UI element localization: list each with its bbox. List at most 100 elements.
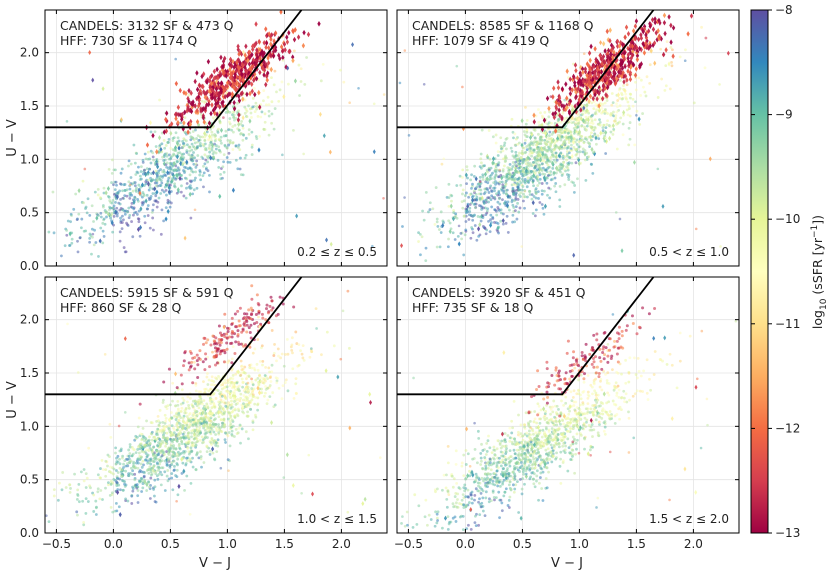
point-dot [547,186,551,190]
point-diamond [583,69,588,75]
point-dot [205,444,209,448]
point-dot [172,431,176,435]
point-dot [267,109,271,113]
point-dot [116,191,120,194]
point-dot [505,214,509,218]
point-dot [148,157,152,161]
point-diamond [183,235,187,241]
point-diamond [202,119,206,125]
point-dot [197,406,201,410]
point-dot [69,220,72,224]
point-dot [266,398,270,402]
point-diamond [246,79,251,86]
point-dot [123,209,127,213]
point-dot [166,479,170,483]
point-dot [546,163,550,167]
point-dot [587,135,591,139]
point-dot [179,410,183,413]
point-dot [183,421,187,425]
point-dot [154,472,158,476]
point-dot [126,210,129,214]
point-dot [136,501,140,504]
point-diamond [612,65,617,71]
point-diamond [239,51,244,57]
point-dot [122,218,125,222]
point-dot [505,173,509,177]
point-dot [122,466,125,469]
point-diamond [542,175,546,181]
point-dot [126,223,129,227]
point-diamond [282,94,286,100]
point-dot [546,158,550,162]
point-dot [479,188,483,192]
point-diamond [255,51,259,58]
point-dot [521,152,525,156]
point-diamond [575,75,580,81]
point-dot [223,438,227,442]
point-diamond [572,252,576,258]
point-dot [125,188,129,192]
point-dot [164,163,168,167]
point-diamond [631,62,636,68]
point-dot [150,179,153,183]
point-dot [542,212,546,216]
point-diamond [669,22,673,29]
point-diamond [197,90,201,97]
point-dot [136,494,140,498]
point-dot [136,197,140,201]
point-dot [536,132,540,136]
point-diamond [585,89,590,95]
point-dot [90,252,93,256]
point-dot [565,150,569,153]
point-diamond [264,40,269,46]
point-dot [217,118,221,121]
point-dot [291,367,295,371]
point-diamond [247,54,252,60]
point-diamond [617,43,622,49]
point-dot [401,225,404,228]
point-diamond [597,90,601,97]
point-dot [525,185,529,189]
point-dot [108,205,111,209]
point-dot [299,80,303,83]
point-diamond [583,151,587,157]
point-dot [539,142,543,146]
point-dot [170,461,174,464]
point-diamond [266,70,270,76]
point-dot [118,230,122,234]
point-diamond [255,58,259,64]
point-dot [484,206,487,210]
point-dot [478,180,482,183]
point-diamond [214,89,219,96]
point-dot [562,161,566,164]
point-dot [270,329,274,332]
point-dot [286,352,290,356]
point-diamond [656,28,660,34]
point-dot [609,113,612,116]
point-dot [202,420,206,424]
point-dot [494,174,498,177]
point-diamond [621,69,625,76]
point-dot [203,139,207,142]
point-dot [256,114,260,118]
point-dot [529,140,533,144]
point-dot [618,120,621,124]
point-dot [82,201,85,205]
point-dot [516,142,519,146]
point-dot [152,445,156,449]
point-dot [110,491,114,495]
point-dot [101,205,105,209]
point-dot [668,87,672,91]
point-dot [173,185,177,189]
point-dot [246,410,249,414]
point-diamond [211,446,215,452]
point-dot [142,463,145,467]
point-dot [262,89,266,92]
point-diamond [635,47,639,54]
point-dot [64,486,68,489]
point-dot [633,143,637,147]
point-diamond [606,53,610,60]
point-dot [480,205,484,209]
point-dot [219,418,223,421]
point-dot [178,151,182,155]
